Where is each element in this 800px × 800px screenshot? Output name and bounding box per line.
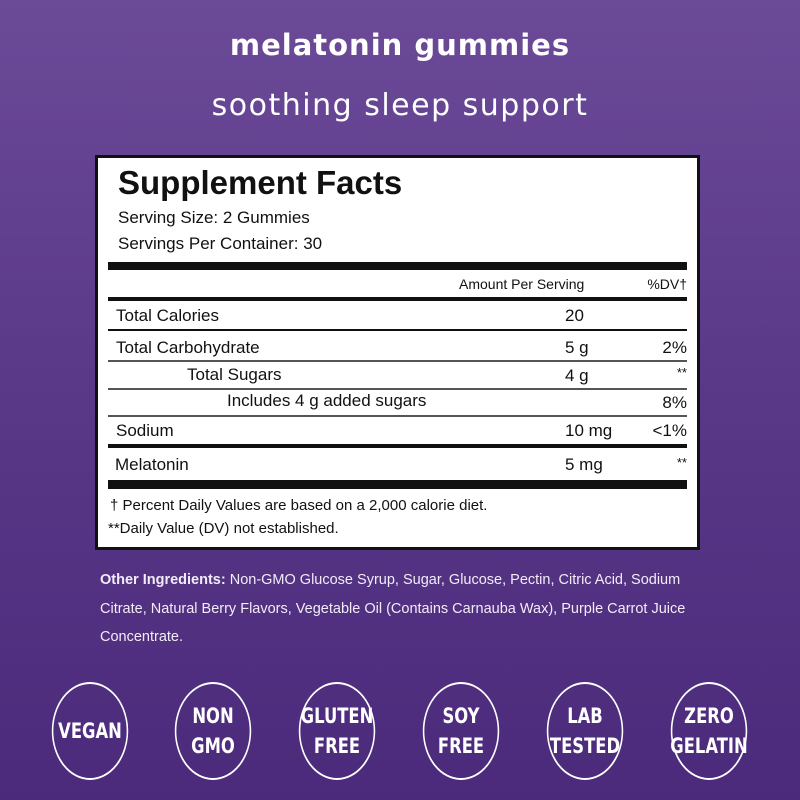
badge-gluten-free: GLUTEN FREE xyxy=(298,682,376,780)
row-dv: ** xyxy=(676,455,687,470)
row-label: Melatonin xyxy=(115,455,189,474)
servings-per-container: Servings Per Container: 30 xyxy=(118,234,323,253)
badge-text: FREE xyxy=(437,734,485,758)
footnote-not-established: **Daily Value (DV) not established. xyxy=(108,520,339,537)
divider xyxy=(108,415,687,417)
row-amount: 4 g xyxy=(565,366,589,385)
badge-text: GLUTEN xyxy=(300,704,374,728)
ingredients-label: Other Ingredients: xyxy=(100,572,226,588)
row-dv: <1% xyxy=(652,421,688,440)
badge-text: SOY xyxy=(442,704,480,728)
product-title: melatonin gummies xyxy=(229,28,571,62)
divider xyxy=(108,360,687,362)
badge-vegan: VEGAN xyxy=(51,682,129,780)
divider xyxy=(108,480,687,489)
row-label: Total Calories xyxy=(116,306,219,325)
supplement-facts-panel: Supplement Facts Serving Size: 2 Gummies… xyxy=(95,155,700,550)
badge-lab-tested: LAB TESTED xyxy=(546,682,624,780)
row-label: Includes 4 g added sugars xyxy=(227,391,427,410)
row-dv: 8% xyxy=(662,393,687,412)
row-dv: ** xyxy=(676,365,687,380)
badge-text: TESTED xyxy=(549,734,621,758)
footnote-dv: † Percent Daily Values are based on a 2,… xyxy=(110,497,488,514)
badge-non-gmo: NON GMO xyxy=(174,682,252,780)
other-ingredients: Other Ingredients: Non-GMO Glucose Syrup… xyxy=(100,566,720,652)
badge-text: NON xyxy=(192,704,234,728)
facts-heading: Supplement Facts xyxy=(118,164,403,201)
badge-text: FREE xyxy=(313,734,361,758)
row-label: Total Carbohydrate xyxy=(116,338,260,357)
ingredients-text: Non-GMO Glucose Syrup, Sugar, Glucose, P… xyxy=(100,572,686,645)
badge-zero-gelatin: ZERO GELATIN xyxy=(670,682,748,780)
amount-header: Amount Per Serving xyxy=(459,276,585,292)
row-label: Total Sugars xyxy=(187,365,282,384)
dv-header: %DV† xyxy=(647,276,687,292)
badge-text: GMO xyxy=(191,734,235,758)
row-label: Sodium xyxy=(116,421,174,440)
badge-soy-free: SOY FREE xyxy=(422,682,500,780)
divider xyxy=(108,444,687,448)
row-amount: 20 xyxy=(565,306,584,325)
badge-text: VEGAN xyxy=(58,719,122,743)
serving-size: Serving Size: 2 Gummies xyxy=(118,208,310,227)
row-amount: 5 g xyxy=(565,338,589,357)
divider xyxy=(108,329,687,331)
badge-text: ZERO xyxy=(684,704,734,728)
divider xyxy=(108,388,687,390)
product-subtitle: soothing sleep support xyxy=(211,88,589,123)
divider xyxy=(108,262,687,270)
badge-text: LAB xyxy=(567,704,603,728)
row-dv: 2% xyxy=(662,338,687,357)
badge-text: GELATIN xyxy=(670,734,748,758)
row-amount: 5 mg xyxy=(565,455,603,474)
divider xyxy=(108,297,687,301)
row-amount: 10 mg xyxy=(565,421,613,440)
